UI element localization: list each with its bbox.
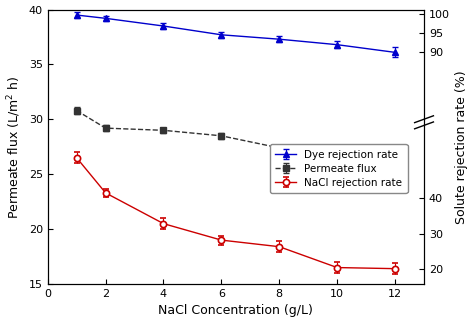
- Legend: Dye rejection rate, Permeate flux, NaCl rejection rate: Dye rejection rate, Permeate flux, NaCl …: [270, 144, 408, 193]
- Y-axis label: Permeate flux (L/m$^2$ h): Permeate flux (L/m$^2$ h): [6, 75, 23, 219]
- Y-axis label: Solute rejection rate (%): Solute rejection rate (%): [456, 70, 468, 224]
- X-axis label: NaCl Concentration (g/L): NaCl Concentration (g/L): [158, 305, 313, 318]
